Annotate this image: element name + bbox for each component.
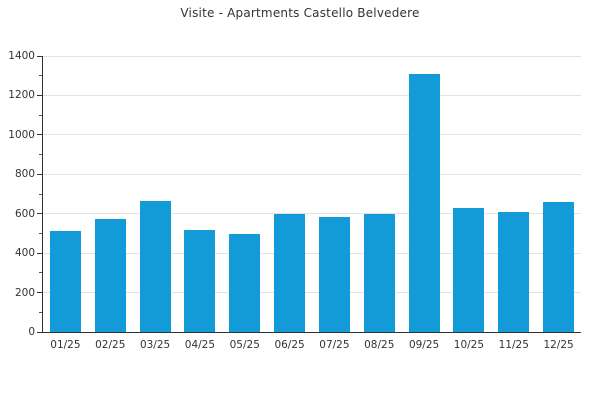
y-axis-minor-tick xyxy=(39,193,42,195)
x-axis-tick-label: 09/25 xyxy=(408,339,440,351)
bar xyxy=(363,214,395,332)
y-axis-tick xyxy=(37,213,42,215)
bar xyxy=(139,201,171,332)
x-axis-tick-label: 12/25 xyxy=(543,339,574,351)
y-axis-tick-label: 1400 xyxy=(8,50,35,62)
y-axis-tick xyxy=(37,292,42,294)
bar xyxy=(229,234,261,332)
bar xyxy=(543,202,575,332)
y-axis-tick xyxy=(37,173,42,175)
y-axis-minor-tick xyxy=(39,232,42,234)
x-axis-tick-label: 02/25 xyxy=(95,339,126,351)
x-axis-tick-label: 06/25 xyxy=(274,339,305,351)
bar xyxy=(318,217,350,332)
bar xyxy=(274,214,306,332)
chart-title: Visite - Apartments Castello Belvedere xyxy=(180,6,420,20)
x-axis-tick-label: 11/25 xyxy=(498,339,529,351)
y-axis-minor-tick xyxy=(39,311,42,313)
y-gridline xyxy=(43,55,581,57)
y-axis-tick-label: 800 xyxy=(14,168,35,181)
y-gridline xyxy=(43,134,581,136)
y-axis-minor-tick xyxy=(39,272,42,274)
x-axis-tick-label: 04/25 xyxy=(184,339,216,351)
y-axis-tick-label: 200 xyxy=(14,286,35,299)
y-axis-tick xyxy=(37,55,42,57)
y-axis-minor-tick xyxy=(39,75,42,77)
x-axis-tick-label: 08/25 xyxy=(364,339,395,351)
y-axis-tick-label: 600 xyxy=(14,207,35,220)
y-axis-tick xyxy=(37,134,42,136)
y-gridline xyxy=(43,252,581,254)
y-axis-tick-label: 0 xyxy=(28,326,35,338)
y-axis-minor-tick xyxy=(39,154,42,156)
x-axis-tick-label: 03/25 xyxy=(139,339,171,351)
y-axis-tick-label: 1000 xyxy=(8,128,35,141)
y-axis-tick xyxy=(37,331,42,333)
y-gridline xyxy=(43,94,581,96)
y-axis-tick xyxy=(37,94,42,96)
y-axis-minor-tick xyxy=(39,114,42,116)
y-gridline xyxy=(43,173,581,175)
plot-area: 0 200 400 600 800 1000 1200 1400 01/25 02/25 03/25… xyxy=(8,50,581,351)
y-axis-tick-label: 1200 xyxy=(8,89,35,102)
bar xyxy=(184,230,216,332)
bar xyxy=(453,208,485,332)
bar xyxy=(49,231,81,332)
x-axis-tick-label: 10/25 xyxy=(453,339,485,351)
y-axis-tick xyxy=(37,252,42,254)
x-axis-tick-label: 05/25 xyxy=(229,339,260,351)
bar xyxy=(408,74,440,332)
y-gridline xyxy=(43,213,581,215)
y-gridline xyxy=(43,292,581,294)
bar xyxy=(94,219,126,332)
x-axis-tick-label: 01/25 xyxy=(50,339,81,351)
y-axis-tick-label: 400 xyxy=(14,247,35,260)
x-axis-tick-label: 07/25 xyxy=(319,339,350,351)
bar xyxy=(498,212,530,332)
